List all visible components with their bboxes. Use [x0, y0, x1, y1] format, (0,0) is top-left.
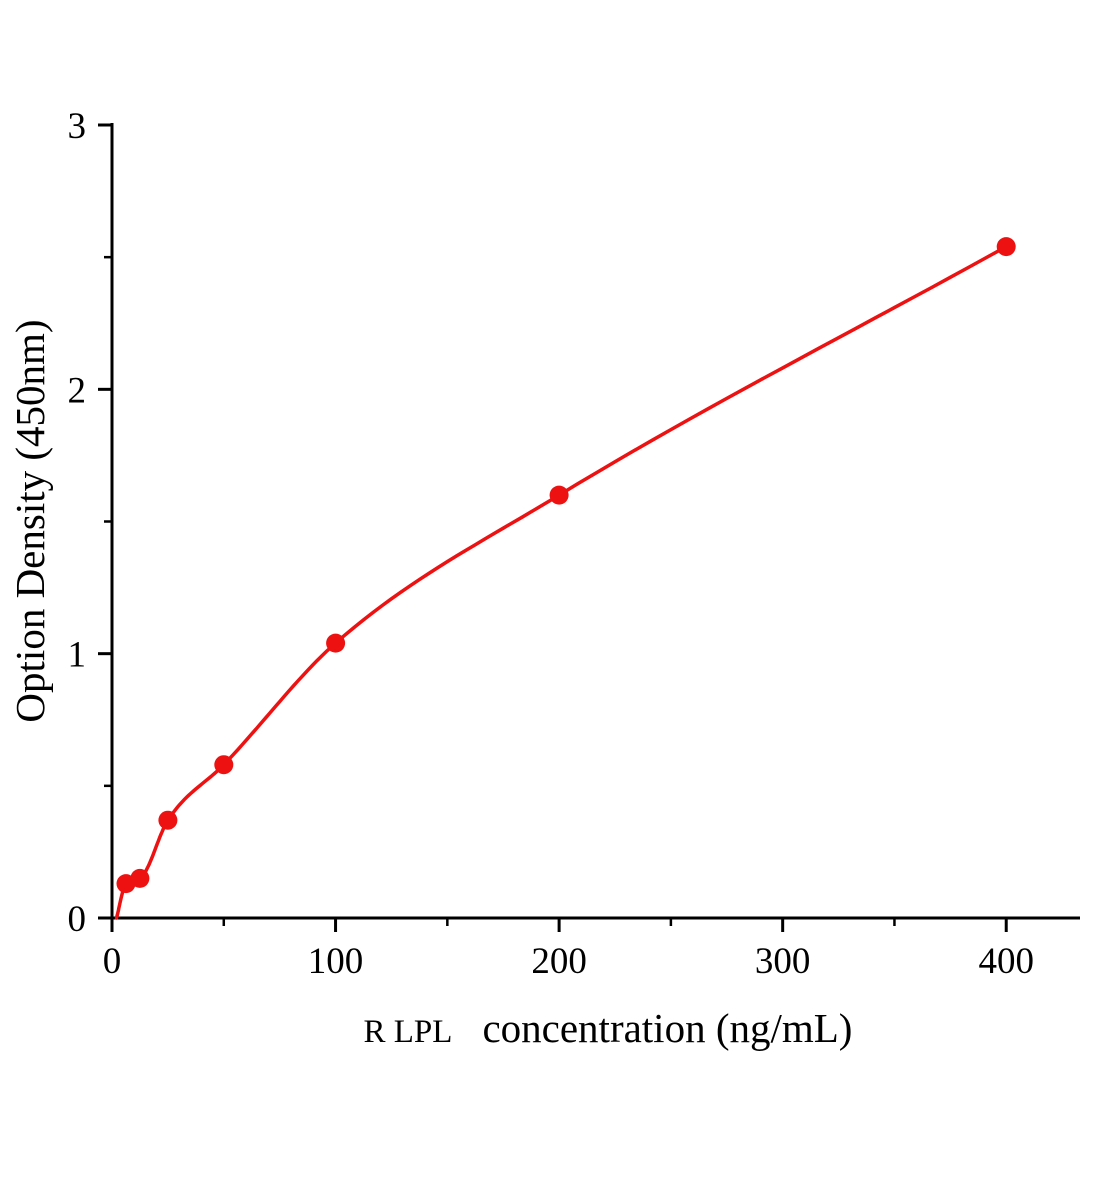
data-point	[996, 237, 1016, 257]
data-point	[130, 868, 150, 888]
x-axis-label-prefix: R LPL	[364, 1014, 453, 1050]
x-axis-label-main: concentration (ng/mL)	[482, 1005, 852, 1051]
x-axis-label: R LPL concentration (ng/mL)	[364, 1005, 853, 1051]
x-tick-label: 0	[103, 941, 122, 982]
y-tick-label: 0	[68, 899, 87, 940]
x-tick-label: 100	[308, 941, 364, 982]
x-tick-label: 300	[755, 941, 811, 982]
y-axis-label: Option Density (450nm)	[7, 319, 53, 722]
data-point	[158, 810, 178, 830]
data-point	[549, 485, 569, 505]
data-point	[326, 633, 346, 653]
y-tick-label: 2	[68, 370, 87, 411]
y-tick-label: 3	[68, 106, 87, 147]
data-point	[214, 755, 234, 775]
axis-ticks: 0 100 200 300 400 0 1 2 3	[68, 106, 1034, 982]
x-tick-label: 200	[531, 941, 587, 982]
data-points	[116, 237, 1016, 894]
x-tick-label: 400	[978, 941, 1034, 982]
y-tick-label: 1	[68, 635, 87, 676]
fit-curve	[114, 244, 1008, 920]
